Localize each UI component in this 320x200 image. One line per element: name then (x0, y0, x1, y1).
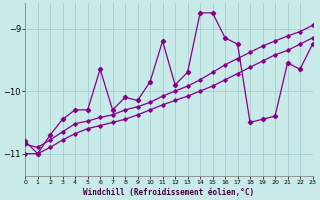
X-axis label: Windchill (Refroidissement éolien,°C): Windchill (Refroidissement éolien,°C) (83, 188, 254, 197)
